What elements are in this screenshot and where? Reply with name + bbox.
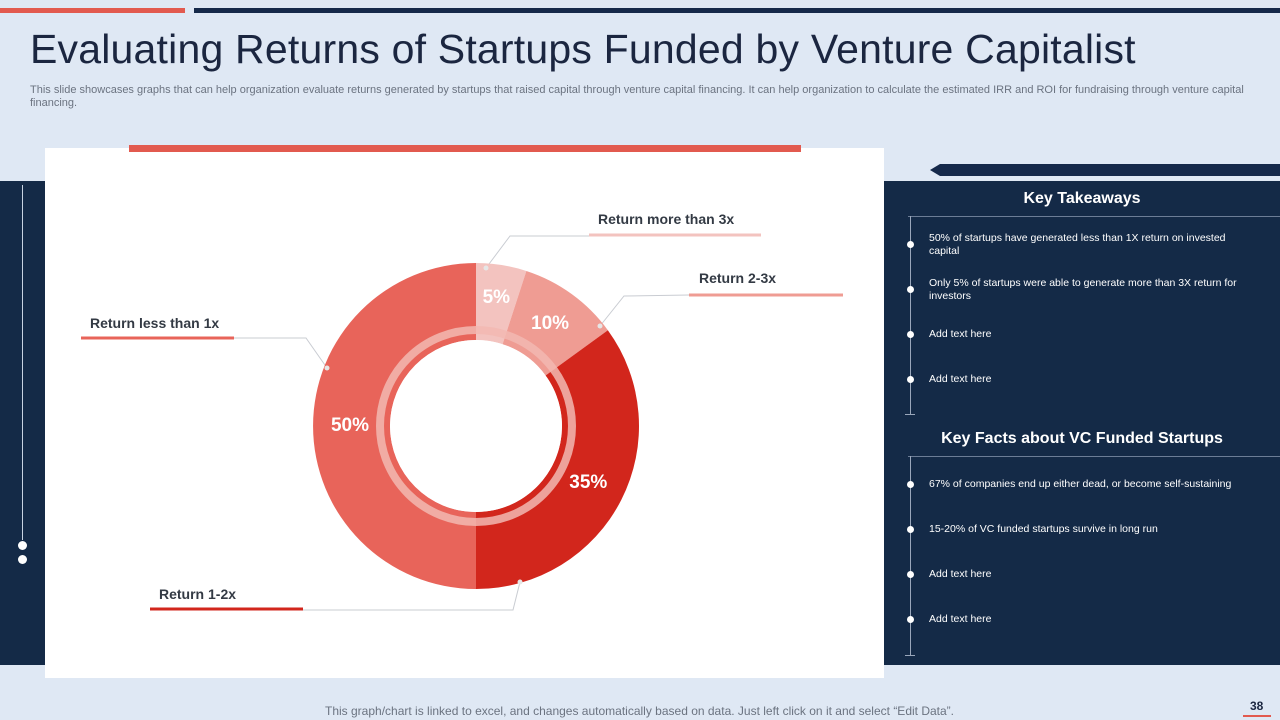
left-decor-dot xyxy=(18,541,27,550)
right-navy-panel xyxy=(884,181,1280,665)
series-label-return-more-than-3x: Return more than 3x xyxy=(598,211,735,227)
page-subtitle: This slide showcases graphs that can hel… xyxy=(30,84,1244,109)
bullet-dot xyxy=(907,616,914,623)
data-label-5-percent: 5% xyxy=(482,286,511,308)
data-label-35-percent: 35% xyxy=(569,472,608,494)
key-takeaways-timeline xyxy=(910,216,911,415)
fact-item: Add text here xyxy=(929,568,992,580)
bullet-dot xyxy=(907,331,914,338)
page-number-rule xyxy=(1243,715,1271,717)
series-label-return-less-than-1x: Return less than 1x xyxy=(90,315,220,331)
page-number: 38 xyxy=(1250,699,1264,713)
takeaway-item: Add text here xyxy=(929,373,992,385)
takeaway-item: Only 5% of startups were able to generat… xyxy=(929,277,1237,302)
key-facts-title: Key Facts about VC Funded Startups xyxy=(941,430,1223,447)
series-label-return-2-3x: Return 2-3x xyxy=(699,270,777,286)
bullet-dot xyxy=(907,241,914,248)
timeline-end xyxy=(905,655,915,656)
top-accent-bar xyxy=(0,8,185,13)
fact-item: 67% of companies end up either dead, or … xyxy=(929,478,1232,490)
footer-note: This graph/chart is linked to excel, and… xyxy=(325,704,954,718)
bullet-dot xyxy=(907,376,914,383)
page-title: Evaluating Returns of Startups Funded by… xyxy=(30,26,1136,72)
bullet-dot xyxy=(907,481,914,488)
bullet-dot xyxy=(907,571,914,578)
key-takeaways-rule xyxy=(908,216,1280,217)
right-panel-tab xyxy=(930,164,1280,176)
top-navy-bar xyxy=(194,8,1280,13)
series-label-return-1-2x: Return 1-2x xyxy=(159,586,237,602)
left-decor-line xyxy=(22,185,23,540)
key-facts-rule xyxy=(908,456,1280,457)
left-decor-dot xyxy=(18,555,27,564)
data-label-10-percent: 10% xyxy=(531,313,570,335)
bullet-dot xyxy=(907,286,914,293)
timeline-end xyxy=(905,414,915,415)
key-facts-timeline xyxy=(910,456,911,656)
key-takeaways-title: Key Takeaways xyxy=(1023,190,1141,207)
bullet-dot xyxy=(907,526,914,533)
chart-panel-accent xyxy=(129,145,801,152)
fact-item: 15-20% of VC funded startups survive in … xyxy=(929,523,1158,535)
takeaway-item: 50% of startups have generated less than… xyxy=(929,232,1226,257)
fact-item: Add text here xyxy=(929,613,992,625)
takeaway-item: Add text here xyxy=(929,328,992,340)
data-label-50-percent: 50% xyxy=(330,415,370,436)
